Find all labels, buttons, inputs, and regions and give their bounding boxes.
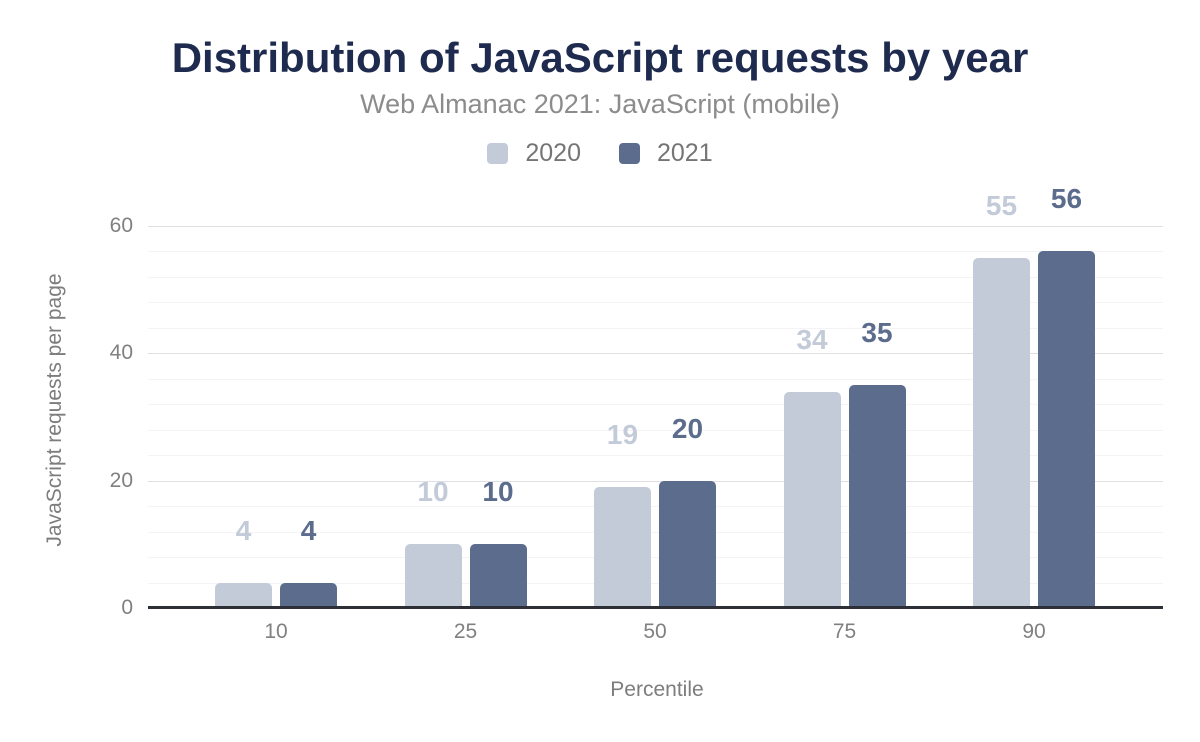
chart-subtitle: Web Almanac 2021: JavaScript (mobile) (360, 89, 840, 119)
legend-swatch-2021 (619, 142, 640, 164)
value-label-2020-p25: 10 (417, 476, 449, 507)
legend-item-2020: 2020 (487, 139, 581, 168)
bar-2020-p90 (973, 258, 1030, 607)
gridline-16 (148, 506, 1163, 507)
gridline-28 (148, 430, 1163, 431)
x-tick-90: 90 (1022, 620, 1046, 643)
value-label-2020-p75: 34 (796, 324, 828, 355)
y-tick-20: 20 (109, 469, 133, 492)
gridline-48 (148, 302, 1163, 303)
gridline-24 (148, 455, 1163, 456)
legend-label-2020: 2020 (525, 138, 581, 167)
legend-swatch-2020 (487, 142, 509, 164)
x-tick-10: 10 (264, 620, 288, 643)
x-axis-line (148, 606, 1163, 609)
value-label-2020-p90: 55 (985, 190, 1018, 221)
value-label-2021-p25: 10 (482, 476, 514, 507)
value-label-2021-p75: 35 (861, 317, 893, 348)
gridline-36 (148, 379, 1163, 380)
value-label-2020-p10: 4 (235, 515, 252, 546)
bar-2021-p25 (469, 544, 527, 607)
gridline-20 (148, 481, 1163, 482)
gridline-8 (148, 557, 1163, 558)
chart-title: Distribution of JavaScript requests by y… (171, 34, 1029, 81)
gridline-44 (148, 328, 1163, 329)
gridline-4 (148, 583, 1163, 584)
value-label-2021-p10: 4 (300, 515, 317, 546)
gridline-12 (148, 532, 1163, 533)
bar-2021-p75 (848, 385, 906, 607)
bar-2020-p50 (594, 487, 651, 607)
legend-label-2021: 2021 (657, 138, 713, 167)
bar-2021-p90 (1038, 251, 1095, 607)
legend-item-2021: 2021 (619, 139, 713, 168)
gridline-32 (148, 404, 1163, 405)
gridline-56 (148, 251, 1163, 252)
gridline-52 (148, 277, 1163, 278)
bar-2021-p50 (659, 481, 716, 607)
x-axis-title: Percentile (610, 678, 704, 701)
value-label-2021-p50: 20 (671, 413, 704, 444)
bar-2020-p25 (404, 544, 462, 607)
y-tick-0: 0 (121, 596, 133, 619)
y-tick-60: 60 (109, 214, 133, 237)
value-label-2020-p50: 19 (606, 419, 639, 450)
x-tick-50: 50 (643, 620, 667, 643)
y-axis-title: JavaScript requests per page (43, 273, 66, 547)
x-tick-75: 75 (832, 620, 857, 643)
bar-2020-p75 (783, 392, 841, 607)
x-tick-25: 25 (453, 620, 478, 643)
gridline-60 (148, 226, 1163, 227)
bar-2020-p10 (215, 583, 272, 607)
bar-2021-p10 (280, 583, 337, 607)
value-label-2021-p90: 56 (1050, 183, 1083, 214)
legend: 2020 2021 (0, 139, 1200, 168)
y-tick-40: 40 (109, 341, 133, 364)
gridline-40 (148, 353, 1163, 354)
